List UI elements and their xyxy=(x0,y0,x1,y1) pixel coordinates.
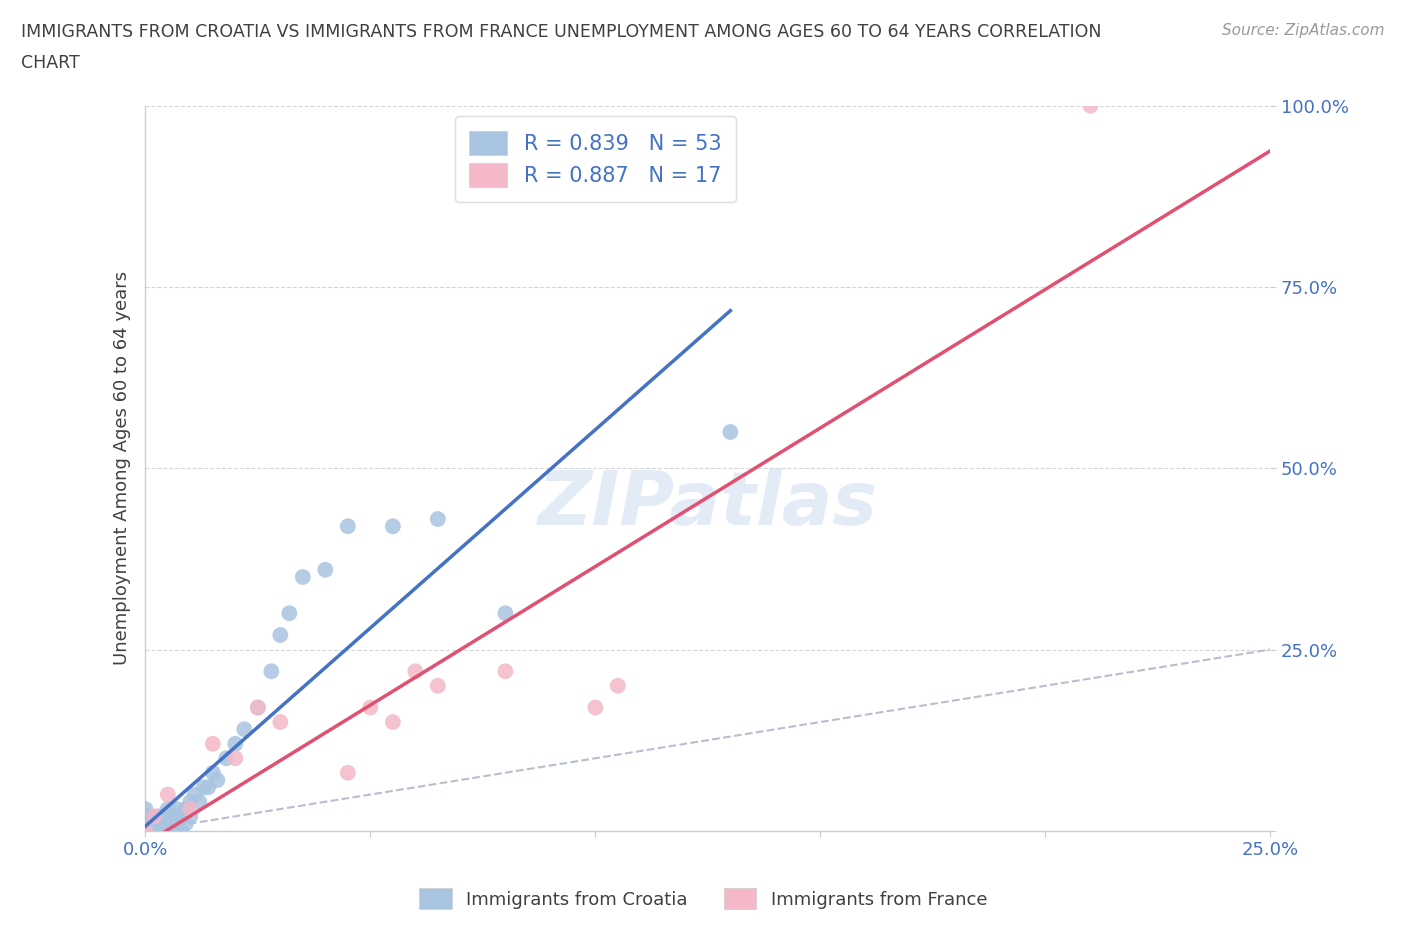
Point xyxy=(336,765,359,780)
Point xyxy=(148,809,170,824)
Point xyxy=(134,823,156,838)
Point xyxy=(381,519,404,534)
Point xyxy=(201,765,224,780)
Point xyxy=(193,780,215,795)
Point xyxy=(184,787,207,802)
Point xyxy=(152,823,174,838)
Point xyxy=(134,809,156,824)
Point xyxy=(148,817,170,831)
Point xyxy=(174,817,197,831)
Y-axis label: Unemployment Among Ages 60 to 64 years: Unemployment Among Ages 60 to 64 years xyxy=(114,272,131,665)
Point xyxy=(134,823,156,838)
Point xyxy=(336,519,359,534)
Point xyxy=(215,751,238,765)
Text: CHART: CHART xyxy=(21,54,80,72)
Point xyxy=(494,664,516,679)
Point xyxy=(179,802,201,817)
Point xyxy=(583,700,606,715)
Point xyxy=(134,823,156,838)
Text: ZIPatlas: ZIPatlas xyxy=(538,468,877,541)
Point xyxy=(201,737,224,751)
Point xyxy=(156,809,179,824)
Point xyxy=(188,794,211,809)
Point xyxy=(156,817,179,831)
Point xyxy=(143,817,166,831)
Legend: R = 0.839   N = 53, R = 0.887   N = 17: R = 0.839 N = 53, R = 0.887 N = 17 xyxy=(456,116,735,202)
Point xyxy=(246,700,269,715)
Point xyxy=(269,628,291,643)
Point xyxy=(152,817,174,831)
Point xyxy=(224,751,246,765)
Point xyxy=(381,714,404,729)
Point xyxy=(426,678,449,693)
Point xyxy=(148,823,170,838)
Text: IMMIGRANTS FROM CROATIA VS IMMIGRANTS FROM FRANCE UNEMPLOYMENT AMONG AGES 60 TO : IMMIGRANTS FROM CROATIA VS IMMIGRANTS FR… xyxy=(21,23,1101,41)
Point xyxy=(134,823,156,838)
Point xyxy=(166,817,188,831)
Point xyxy=(207,773,229,788)
Point xyxy=(166,809,188,824)
Point xyxy=(291,569,314,584)
Point xyxy=(134,802,156,817)
Point xyxy=(156,823,179,838)
Point xyxy=(134,823,156,838)
Point xyxy=(170,823,193,838)
Point xyxy=(494,605,516,620)
Point xyxy=(197,780,219,795)
Point xyxy=(269,714,291,729)
Point xyxy=(139,809,162,824)
Point xyxy=(224,737,246,751)
Point xyxy=(404,664,426,679)
Point xyxy=(426,512,449,526)
Point xyxy=(174,802,197,817)
Point xyxy=(179,809,201,824)
Point xyxy=(166,802,188,817)
Point xyxy=(260,664,283,679)
Text: Source: ZipAtlas.com: Source: ZipAtlas.com xyxy=(1222,23,1385,38)
Point xyxy=(156,787,179,802)
Point xyxy=(162,809,184,824)
Legend: Immigrants from Croatia, Immigrants from France: Immigrants from Croatia, Immigrants from… xyxy=(412,881,994,916)
Point xyxy=(156,802,179,817)
Point xyxy=(233,722,256,737)
Point xyxy=(143,823,166,838)
Point xyxy=(359,700,381,715)
Point xyxy=(162,823,184,838)
Point xyxy=(718,425,741,440)
Point xyxy=(139,823,162,838)
Point xyxy=(278,605,301,620)
Point xyxy=(314,563,336,578)
Point xyxy=(1080,99,1102,113)
Point xyxy=(134,817,156,831)
Point xyxy=(139,817,162,831)
Point xyxy=(152,809,174,824)
Point xyxy=(179,794,201,809)
Point xyxy=(143,809,166,824)
Point xyxy=(606,678,628,693)
Point xyxy=(170,809,193,824)
Point xyxy=(246,700,269,715)
